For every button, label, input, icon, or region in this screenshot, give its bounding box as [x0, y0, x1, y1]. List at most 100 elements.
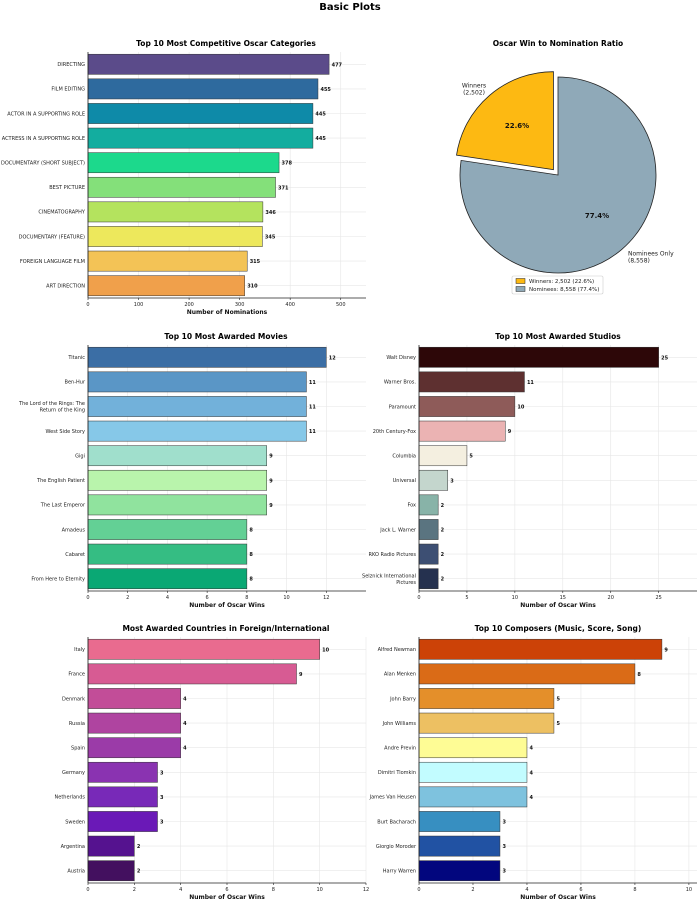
bar-value-label: 3 [450, 478, 454, 484]
bar-value-label: 8 [249, 552, 253, 558]
category-label: 20th Century-Fox [373, 429, 416, 435]
legend-entry: Nominees: 8,558 (77.4%) [529, 287, 599, 293]
bar-value-label: 8 [249, 577, 253, 583]
category-label: DOCUMENTARY (SHORT SUBJECT) [1, 161, 85, 167]
bar-8 [87, 519, 248, 540]
category-label: Warner Bros. [384, 380, 417, 386]
x-axis-label: Number of Nominations [187, 309, 268, 316]
bar-10 [418, 860, 501, 882]
x-tick-label: 5 [465, 595, 468, 601]
category-label: DIRECTING [57, 62, 85, 68]
bar-value-label: 3 [502, 869, 506, 875]
legend-box [511, 275, 604, 295]
bar-value-label: 25 [661, 355, 668, 361]
category-label: Alfred Newman [378, 647, 416, 653]
figure-title: Basic Plots [319, 2, 381, 13]
category-label: Spain [71, 746, 85, 752]
x-axis-label: Number of Oscar Wins [189, 894, 265, 900]
x-tick-label: 0 [417, 595, 420, 601]
category-label: Columbia [392, 454, 416, 460]
category-label: ART DIRECTION [46, 284, 85, 290]
category-label: James Van Heusen [369, 795, 416, 801]
x-tick-label: 500 [336, 302, 346, 308]
chart-title: Oscar Win to Nomination Ratio [493, 39, 623, 48]
category-label: DOCUMENTARY (FEATURE) [19, 234, 85, 240]
x-axis-label: Number of Oscar Wins [520, 894, 596, 900]
bar-value-label: 8 [249, 528, 253, 534]
bar-9 [87, 543, 248, 565]
x-tick-label: 12 [363, 887, 369, 893]
bar-6 [87, 469, 267, 491]
category-label: From Here to Eternity [31, 577, 85, 583]
category-label: Giorgio Moroder [376, 844, 417, 850]
pie-percent-label: 22.6% [505, 122, 529, 130]
bar-value-label: 2 [137, 844, 141, 850]
category-label: Sweden [65, 819, 85, 825]
chart-title: Most Awarded Countries in Foreign/Intern… [122, 624, 329, 633]
bar-1 [87, 638, 320, 660]
bar-7 [87, 201, 264, 223]
category-label: West Side Story [46, 429, 86, 435]
category-label: Amadeus [62, 527, 86, 533]
bar-9 [418, 543, 439, 565]
bar-value-label: 2 [441, 552, 445, 558]
x-tick-label: 0 [86, 595, 89, 601]
bar-value-label: 378 [282, 161, 293, 167]
category-label: Jack L. Warner [379, 527, 417, 533]
bar-8 [87, 811, 158, 832]
category-label: John Williams [382, 721, 417, 727]
category-label: Universal [393, 478, 416, 484]
category-label: FILM EDITING [51, 87, 85, 93]
bar-value-label: 345 [265, 235, 276, 241]
bar-10 [418, 568, 439, 590]
bar-value-label: 10 [517, 405, 524, 411]
bar-value-label: 2 [441, 577, 445, 583]
x-tick-label: 2 [126, 595, 129, 601]
category-label: BEST PICTURE [49, 185, 85, 191]
category-label: Italy [74, 647, 85, 653]
bar-value-label: 5 [556, 721, 560, 727]
x-axis-label: Number of Oscar Wins [520, 602, 596, 609]
bar-1 [418, 346, 659, 368]
chart-title: Top 10 Most Awarded Movies [164, 332, 288, 341]
bar-value-label: 3 [160, 795, 164, 801]
category-label: The Lord of the Rings: The Return of the … [18, 401, 85, 414]
bar-7 [418, 494, 439, 516]
bar-4 [87, 420, 307, 442]
x-tick-label: 10 [686, 887, 692, 893]
bar-6 [418, 761, 528, 783]
category-label: Netherlands [55, 795, 86, 801]
bar-value-label: 9 [269, 454, 273, 460]
bar-9 [418, 835, 501, 857]
bar-value-label: 11 [527, 380, 534, 386]
x-tick-label: 0 [417, 887, 420, 893]
legend-entry: Winners: 2,502 (22.6%) [529, 279, 594, 285]
bar-value-label: 445 [315, 112, 326, 118]
category-label: France [68, 672, 85, 678]
bar-2 [418, 663, 636, 685]
category-label: ACTOR IN A SUPPORTING ROLE [7, 111, 85, 117]
bar-3 [87, 103, 314, 124]
x-tick-label: 25 [655, 595, 661, 601]
chart-top-composers: Top 10 Composers (Music, Score, Song) 9 Al… [369, 624, 697, 901]
x-tick-label: 6 [206, 595, 209, 601]
pie-percent-label: 77.4% [585, 212, 609, 220]
bar-3 [418, 688, 555, 709]
category-label: FOREIGN LANGUAGE FILM [20, 259, 85, 265]
chart-awarded-movies: Top 10 Most Awarded Movies 12 Titanic 11 Ben… [18, 332, 366, 609]
x-tick-label: 10 [283, 595, 289, 601]
bar-4 [418, 420, 506, 442]
category-label: Austria [67, 869, 85, 875]
bar-value-label: 4 [183, 721, 187, 727]
x-tick-label: 6 [579, 887, 582, 893]
bar-6 [418, 469, 449, 491]
bar-value-label: 9 [269, 503, 273, 509]
bar-5 [87, 445, 267, 467]
bar-value-label: 315 [250, 259, 261, 265]
bar-value-label: 9 [299, 672, 303, 678]
bar-value-label: 5 [469, 454, 473, 460]
pie-slice-label: Winners (2,502) [462, 83, 486, 97]
